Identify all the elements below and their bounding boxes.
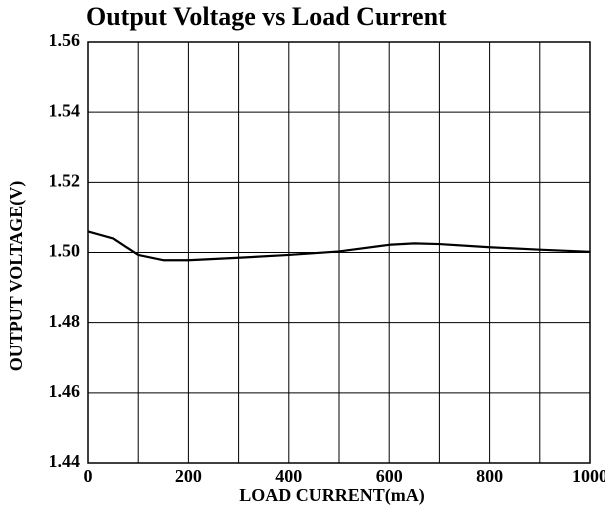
x-tick-label: 0	[84, 466, 93, 486]
x-tick-label: 400	[275, 466, 302, 486]
chart-title: Output Voltage vs Load Current	[86, 2, 447, 31]
y-tick-label: 1.52	[49, 170, 81, 190]
data-line	[87, 230, 591, 262]
y-tick-label: 1.48	[49, 311, 81, 331]
y-tick-label: 1.50	[49, 241, 81, 261]
x-tick-label: 1000	[572, 466, 605, 486]
x-tick-label: 200	[175, 466, 202, 486]
y-tick-label: 1.56	[49, 30, 81, 50]
y-tick-label: 1.46	[49, 381, 81, 401]
plot-frame	[87, 41, 591, 464]
x-axis-label: LOAD CURRENT(mA)	[239, 485, 425, 506]
y-tick-label: 1.44	[49, 451, 81, 471]
x-tick-label: 800	[476, 466, 503, 486]
x-tick-label: 600	[376, 466, 403, 486]
y-tick-label: 1.54	[49, 100, 81, 120]
y-axis-label: OUTPUT VOLTAGE(V)	[6, 181, 27, 372]
